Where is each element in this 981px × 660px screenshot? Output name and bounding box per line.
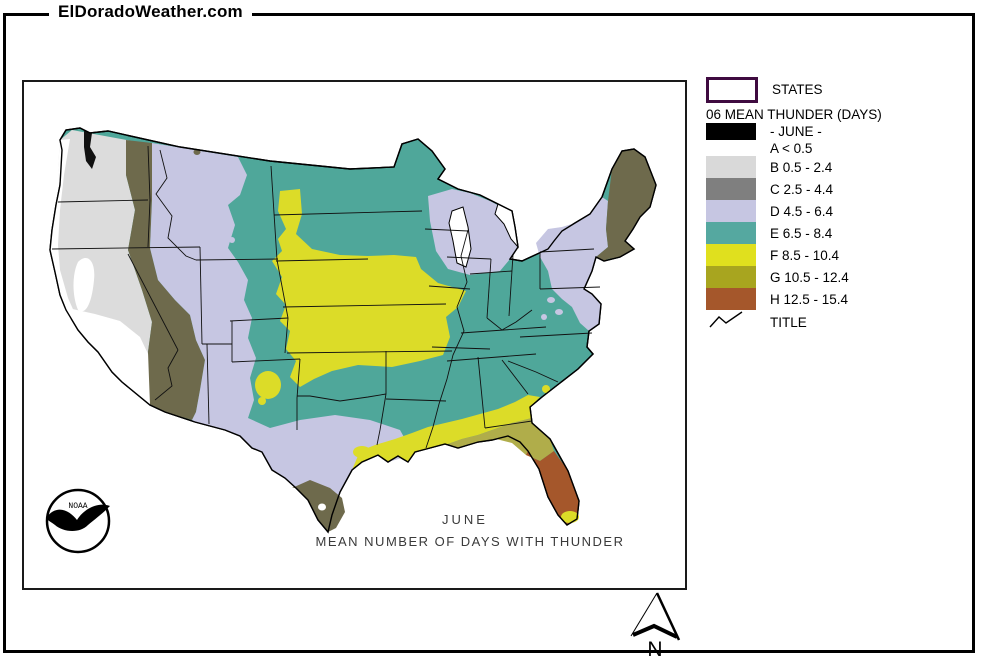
legend-row-C: C 2.5 - 4.4	[706, 178, 966, 200]
legend-row-A: A < 0.5	[706, 140, 966, 156]
legend-label-E: E 6.5 - 8.4	[770, 225, 833, 241]
map-region-a-valley	[73, 258, 95, 312]
legend-rows: - JUNE -A < 0.5 B 0.5 - 2.4 C 2.5 - 4.4 D 4…	[706, 123, 966, 310]
legend-label-C: C 2.5 - 4.4	[770, 181, 834, 197]
map-region-c-newengland	[596, 149, 656, 261]
noaa-logo-text: NOAA	[68, 502, 87, 511]
legend-row-G: G 10.5 - 12.4	[706, 266, 966, 288]
map-speck-d2	[229, 237, 235, 243]
map-speck-f1	[255, 371, 281, 399]
legend-row-E: E 6.5 - 8.4	[706, 222, 966, 244]
legend-label-G: G 10.5 - 12.4	[770, 269, 849, 285]
map-region-a-coast	[50, 139, 76, 320]
map-speck-d5	[541, 314, 547, 320]
map-region-f-plains	[272, 189, 466, 387]
lake-michigan	[448, 206, 472, 268]
map-region-d-west	[150, 143, 410, 532]
map-speck-d4	[555, 309, 563, 315]
legend-heading: 06 MEAN THUNDER (DAYS)	[706, 107, 882, 122]
map-region-d-lakes	[428, 189, 518, 275]
map-caption-month: JUNE	[442, 512, 488, 527]
legend-title-label: TITLE	[770, 314, 807, 330]
legend-swatch-B	[706, 156, 756, 178]
legend-row-title: TITLE	[706, 310, 966, 334]
legend-swatch-A	[706, 140, 756, 156]
map-speck-f4	[353, 446, 371, 458]
noaa-bird-icon	[46, 504, 110, 532]
map-caption-title: MEAN NUMBER OF DAYS WITH THUNDER	[315, 534, 625, 549]
legend-swatch-H	[706, 288, 756, 310]
legend-swatch-C	[706, 178, 756, 200]
map-speck-f2	[258, 397, 266, 405]
legend-swatch-D	[706, 200, 756, 222]
legend-row-D: D 4.5 - 6.4	[706, 200, 966, 222]
map-southtx-hole	[318, 503, 326, 511]
page-border	[3, 13, 975, 653]
legend-row-B: B 0.5 - 2.4	[706, 156, 966, 178]
puget-sound	[84, 131, 96, 169]
map-region-a-socal	[66, 308, 150, 405]
legend-row-F: F 8.5 - 10.4	[706, 244, 966, 266]
legend-swatch-june	[706, 123, 756, 140]
map-speck-f3	[542, 385, 550, 393]
map-region-f-gulf	[352, 395, 540, 470]
squiggle-line-icon	[706, 309, 756, 336]
state-lines	[51, 145, 601, 449]
legend-swatch-F	[706, 244, 756, 266]
states-label: STATES	[772, 82, 823, 97]
legend-label-A: A < 0.5	[770, 140, 813, 156]
states-swatch	[706, 76, 758, 103]
legend-label-B: B 0.5 - 2.4	[770, 159, 833, 175]
legend-swatch-E	[706, 222, 756, 244]
us-outline	[49, 127, 657, 534]
map-region-c-west	[126, 140, 205, 420]
legend: STATES 06 MEAN THUNDER (DAYS) - JUNE -A …	[706, 76, 966, 334]
map-region-d-northeast	[536, 197, 608, 331]
legend-label-D: D 4.5 - 6.4	[770, 203, 834, 219]
north-arrow: N	[630, 592, 681, 660]
noaa-logo: NOAA	[45, 488, 111, 554]
legend-label-H: H 12.5 - 15.4	[770, 291, 849, 307]
legend-label-F: F 8.5 - 10.4	[770, 247, 840, 263]
site-title: ElDoradoWeather.com	[49, 2, 252, 22]
legend-row-june: - JUNE -	[706, 123, 966, 140]
legend-label-june: - JUNE -	[770, 124, 822, 139]
legend-swatch-G	[706, 266, 756, 288]
north-arrow-label: N	[647, 638, 662, 660]
legend-row-states: STATES	[706, 76, 966, 103]
legend-row-H: H 12.5 - 15.4	[706, 288, 966, 310]
map-speck-d1	[220, 225, 228, 231]
map-speck-d3	[547, 297, 555, 303]
